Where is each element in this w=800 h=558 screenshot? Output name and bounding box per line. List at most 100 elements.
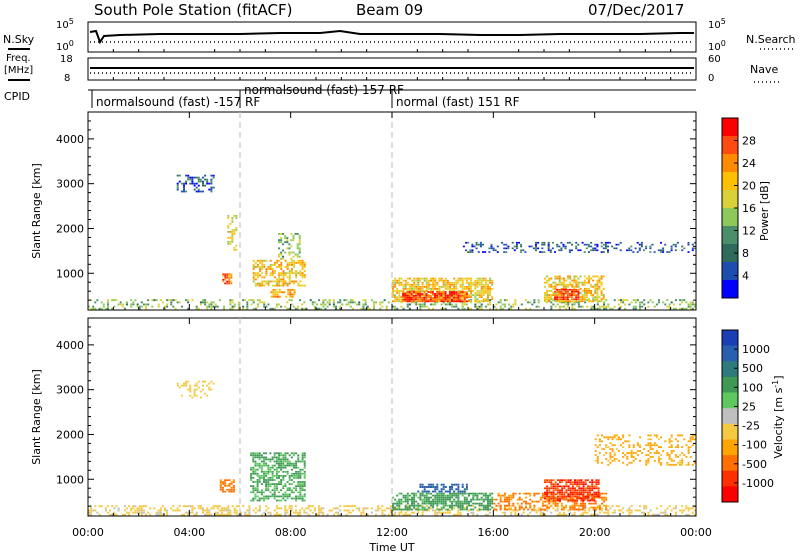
data-cell: [518, 492, 521, 495]
data-cell: [265, 489, 268, 492]
data-cell: [468, 492, 470, 495]
data-cell: [318, 307, 321, 310]
data-cell: [602, 296, 605, 299]
data-cell: [322, 511, 325, 514]
data-cell: [280, 462, 283, 465]
data-cell: [495, 508, 498, 511]
data-cell: [503, 498, 506, 501]
data-cell: [567, 275, 570, 278]
data-cell: [670, 436, 673, 439]
data-cell: [626, 299, 629, 302]
data-cell: [197, 188, 200, 191]
data-cell: [595, 495, 598, 498]
data-cell: [210, 507, 213, 510]
data-cell: [589, 487, 591, 490]
data-cell: [278, 280, 281, 283]
data-cell: [567, 481, 570, 484]
data-cell: [482, 288, 485, 290]
data-cell: [301, 468, 304, 471]
data-cell: [362, 303, 365, 306]
data-cell: [288, 479, 291, 481]
data-cell: [414, 293, 417, 295]
data-cell: [269, 468, 272, 471]
data-cell: [488, 251, 491, 253]
data-cell: [187, 307, 190, 310]
data-cell: [609, 507, 612, 510]
data-cell: [455, 293, 458, 295]
data-cell: [442, 293, 445, 295]
data-cell: [413, 279, 416, 282]
data-cell: [482, 298, 485, 301]
data-cell: [628, 444, 631, 447]
data-cell: [295, 499, 298, 502]
data-cell: [282, 282, 285, 285]
data-cell: [622, 511, 625, 514]
data-cell: [130, 507, 133, 510]
data-cell: [193, 392, 196, 395]
data-cell: [293, 472, 295, 475]
data-cell: [263, 481, 265, 483]
data-cell: [649, 509, 652, 512]
data-cell: [254, 278, 257, 281]
data-cell: [326, 305, 329, 308]
data-cell: [655, 452, 658, 454]
data-cell: [613, 509, 616, 512]
data-cell: [250, 479, 253, 481]
data-cell: [476, 496, 479, 499]
data-cell: [286, 268, 289, 270]
data-cell: [560, 300, 563, 303]
data-cell: [286, 282, 289, 285]
data-cell: [276, 293, 279, 296]
data-cell: [687, 461, 690, 464]
colorbar-tick-label: 20: [742, 180, 756, 193]
data-cell: [516, 509, 519, 512]
data-cell: [191, 299, 194, 302]
data-cell: [301, 452, 304, 455]
data-cell: [527, 502, 530, 505]
data-cell: [679, 307, 682, 310]
data-cell: [505, 243, 508, 246]
data-cell: [533, 506, 536, 509]
data-cell: [476, 281, 479, 284]
data-cell: [244, 511, 247, 514]
data-cell: [102, 305, 105, 308]
y-tick-label: 4000: [56, 133, 84, 146]
data-cell: [474, 300, 477, 303]
data-cell: [609, 456, 612, 458]
data-cell: [297, 456, 300, 459]
data-cell: [455, 298, 458, 301]
data-cell: [419, 303, 422, 306]
data-cell: [453, 494, 456, 497]
data-cell: [438, 496, 441, 499]
data-cell: [515, 247, 518, 250]
data-cell: [299, 483, 302, 485]
data-cell: [224, 485, 227, 487]
data-cell: [440, 496, 443, 499]
data-cell: [480, 508, 483, 511]
data-cell: [417, 288, 420, 290]
data-cell: [525, 299, 527, 302]
data-cell: [421, 486, 424, 488]
data-cell: [444, 291, 447, 293]
data-cell: [589, 485, 591, 488]
data-cell: [453, 483, 456, 486]
data-cell: [400, 301, 403, 304]
data-cell: [605, 305, 608, 308]
data-cell: [440, 490, 443, 493]
data-cell: [571, 249, 573, 252]
data-cell: [442, 292, 445, 294]
data-cell: [565, 279, 567, 282]
data-cell: [503, 504, 506, 507]
data-cell: [660, 251, 662, 253]
data-cell: [568, 296, 571, 299]
data-cell: [252, 276, 255, 279]
data-cell: [544, 299, 546, 302]
data-cell: [600, 245, 603, 248]
data-cell: [580, 493, 583, 496]
data-cell: [161, 505, 164, 508]
data-cell: [683, 307, 686, 310]
data-cell: [410, 300, 413, 303]
data-cell: [520, 498, 523, 501]
colorbar-swatch: [722, 408, 738, 425]
data-cell: [392, 292, 394, 294]
